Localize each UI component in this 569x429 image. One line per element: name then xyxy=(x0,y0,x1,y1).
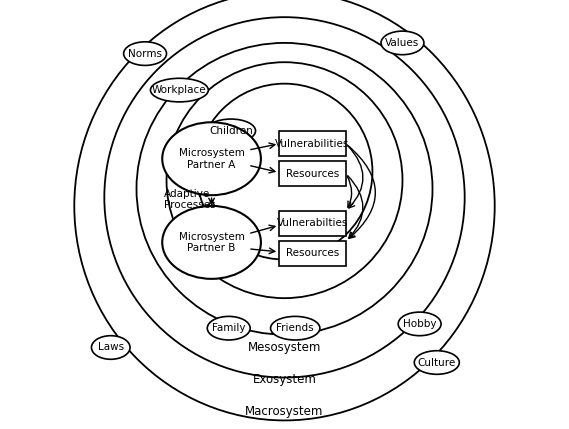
Ellipse shape xyxy=(167,62,402,298)
Ellipse shape xyxy=(207,317,250,340)
Ellipse shape xyxy=(162,206,261,279)
Ellipse shape xyxy=(196,84,373,260)
Ellipse shape xyxy=(75,0,494,420)
Text: Microsystem
Partner A: Microsystem Partner A xyxy=(179,148,245,169)
Text: Vulnerabilities: Vulnerabilities xyxy=(275,139,349,149)
Text: Microsystem
Partner B: Microsystem Partner B xyxy=(179,232,245,253)
Text: Family: Family xyxy=(212,323,245,333)
Text: Hobby: Hobby xyxy=(403,319,436,329)
Text: Resources: Resources xyxy=(286,169,339,179)
Bar xyxy=(279,241,345,266)
Text: Adaptive
Processes: Adaptive Processes xyxy=(164,189,216,210)
Text: Norms: Norms xyxy=(128,48,162,59)
Ellipse shape xyxy=(123,42,167,66)
Text: Workplace: Workplace xyxy=(152,85,207,95)
Text: Resources: Resources xyxy=(286,248,339,258)
Ellipse shape xyxy=(398,312,441,335)
Text: Exosystem: Exosystem xyxy=(253,373,316,386)
Text: Culture: Culture xyxy=(418,357,456,368)
Text: Laws: Laws xyxy=(98,342,124,353)
Text: Macrosystem: Macrosystem xyxy=(245,405,324,418)
Ellipse shape xyxy=(92,335,130,360)
Text: Children: Children xyxy=(209,126,253,136)
Bar xyxy=(279,161,345,186)
Text: Values: Values xyxy=(385,38,419,48)
Ellipse shape xyxy=(270,317,320,340)
Text: Mesosystem: Mesosystem xyxy=(248,341,321,354)
Text: Friends: Friends xyxy=(277,323,314,333)
Ellipse shape xyxy=(206,119,255,143)
Ellipse shape xyxy=(104,17,465,378)
Ellipse shape xyxy=(162,122,261,195)
Ellipse shape xyxy=(137,43,432,335)
Text: Vulnerabilties: Vulnerabilties xyxy=(277,218,348,228)
Bar xyxy=(279,211,345,236)
Ellipse shape xyxy=(414,351,459,374)
Ellipse shape xyxy=(150,78,208,102)
Ellipse shape xyxy=(381,31,424,54)
Bar xyxy=(279,131,345,156)
